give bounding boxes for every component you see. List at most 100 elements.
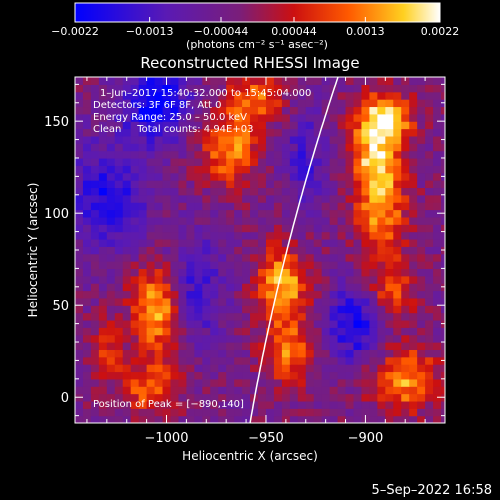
heatmap-cell xyxy=(202,371,211,380)
heatmap-cell xyxy=(98,91,108,100)
heatmap-cell xyxy=(170,342,180,350)
heatmap-cell xyxy=(297,312,307,321)
heatmap-cell xyxy=(194,283,203,292)
heatmap-cell xyxy=(114,231,124,240)
heatmap-cell xyxy=(377,253,386,262)
heatmap-cell xyxy=(417,194,426,203)
heatmap-cell xyxy=(250,99,259,108)
heatmap-cell xyxy=(178,91,187,100)
heatmap-cell xyxy=(361,135,371,144)
heatmap-cell xyxy=(297,150,307,159)
heatmap-cell xyxy=(409,216,418,225)
heatmap-cell xyxy=(138,99,148,108)
heatmap-cell xyxy=(138,238,148,247)
heatmap-cell xyxy=(369,400,378,409)
heatmap-cell xyxy=(114,128,124,137)
heatmap-cell xyxy=(186,364,195,373)
heatmap-cell xyxy=(297,202,307,211)
heatmap-cell xyxy=(178,297,187,306)
heatmap-cell xyxy=(210,378,219,387)
heatmap-cell xyxy=(361,209,371,218)
heatmap-cell xyxy=(250,84,259,93)
heatmap-cell xyxy=(218,283,227,292)
heatmap-cell xyxy=(345,99,355,108)
heatmap-cell xyxy=(162,400,172,409)
heatmap-cell xyxy=(98,194,108,203)
heatmap-cell xyxy=(281,378,291,387)
heatmap-cell xyxy=(345,393,355,402)
heatmap-cell xyxy=(138,150,148,159)
heatmap-cell xyxy=(130,209,140,218)
heatmap-cell xyxy=(98,408,108,417)
heatmap-cell xyxy=(258,157,267,166)
heatmap-cell xyxy=(250,238,259,247)
heatmap-cell xyxy=(297,378,307,387)
heatmap-cell xyxy=(162,143,172,152)
heatmap-cell xyxy=(138,400,148,409)
heatmap-cell xyxy=(377,165,386,174)
heatmap-cell xyxy=(90,172,100,181)
heatmap-cell xyxy=(297,143,307,152)
heatmap-cell xyxy=(146,400,156,409)
heatmap-cell xyxy=(258,393,267,402)
heatmap-cell xyxy=(82,305,92,314)
heatmap-cell xyxy=(170,135,180,144)
heatmap-cell xyxy=(409,106,418,115)
heatmap-cell xyxy=(146,143,156,152)
heatmap-cell xyxy=(258,408,267,417)
heatmap-cell xyxy=(218,84,227,93)
heatmap-cell xyxy=(433,238,442,247)
heatmap-cell xyxy=(186,121,195,130)
heatmap-cell xyxy=(122,84,132,93)
heatmap-cell xyxy=(441,157,445,166)
heatmap-cell xyxy=(258,113,267,122)
heatmap-cell xyxy=(226,334,235,343)
heatmap-cell xyxy=(130,393,140,402)
heatmap-cell xyxy=(186,194,195,203)
heatmap-cell xyxy=(401,172,410,181)
heatmap-cell xyxy=(178,261,187,270)
heatmap-cell xyxy=(361,327,371,336)
heatmap-cell xyxy=(425,253,434,262)
heatmap-cell xyxy=(409,224,418,233)
heatmap-cell xyxy=(75,202,84,211)
heatmap-cell xyxy=(305,91,315,100)
heatmap-cell xyxy=(273,327,283,336)
heatmap-cell xyxy=(178,106,187,115)
heatmap-cell xyxy=(130,113,140,122)
heatmap-cell xyxy=(186,172,195,181)
heatmap-cell xyxy=(321,246,331,255)
heatmap-cell xyxy=(353,386,363,395)
heatmap-cell xyxy=(425,283,434,292)
heatmap-cell xyxy=(289,238,299,247)
heatmap-cell xyxy=(417,253,426,262)
heatmap-cell xyxy=(138,253,148,262)
heatmap-cell xyxy=(433,334,442,343)
heatmap-cell xyxy=(305,106,315,115)
heatmap-cell xyxy=(114,415,124,423)
heatmap-cell xyxy=(265,290,275,299)
heatmap-cell xyxy=(425,84,434,93)
heatmap-cell xyxy=(417,231,426,240)
heatmap-cell xyxy=(106,297,116,306)
heatmap-cell xyxy=(162,113,172,122)
heatmap-cell xyxy=(401,238,410,247)
heatmap-cell xyxy=(154,393,164,402)
heatmap-cell xyxy=(130,77,140,85)
heatmap-cell xyxy=(369,99,378,108)
heatmap-cell xyxy=(409,113,418,122)
heatmap-cell xyxy=(345,238,355,247)
heatmap-cell xyxy=(289,364,299,373)
heatmap-cell xyxy=(138,378,148,387)
heatmap-cell xyxy=(90,261,100,270)
heatmap-cell xyxy=(75,415,84,423)
heatmap-cell xyxy=(377,400,386,409)
heatmap-cell xyxy=(433,216,442,225)
heatmap-cell xyxy=(106,319,116,328)
heatmap-cell xyxy=(265,305,275,314)
heatmap-cell xyxy=(337,180,347,189)
heatmap-cell xyxy=(98,342,108,350)
heatmap-cell xyxy=(98,327,108,336)
heatmap-cell xyxy=(417,165,426,174)
heatmap-cell xyxy=(409,275,418,284)
